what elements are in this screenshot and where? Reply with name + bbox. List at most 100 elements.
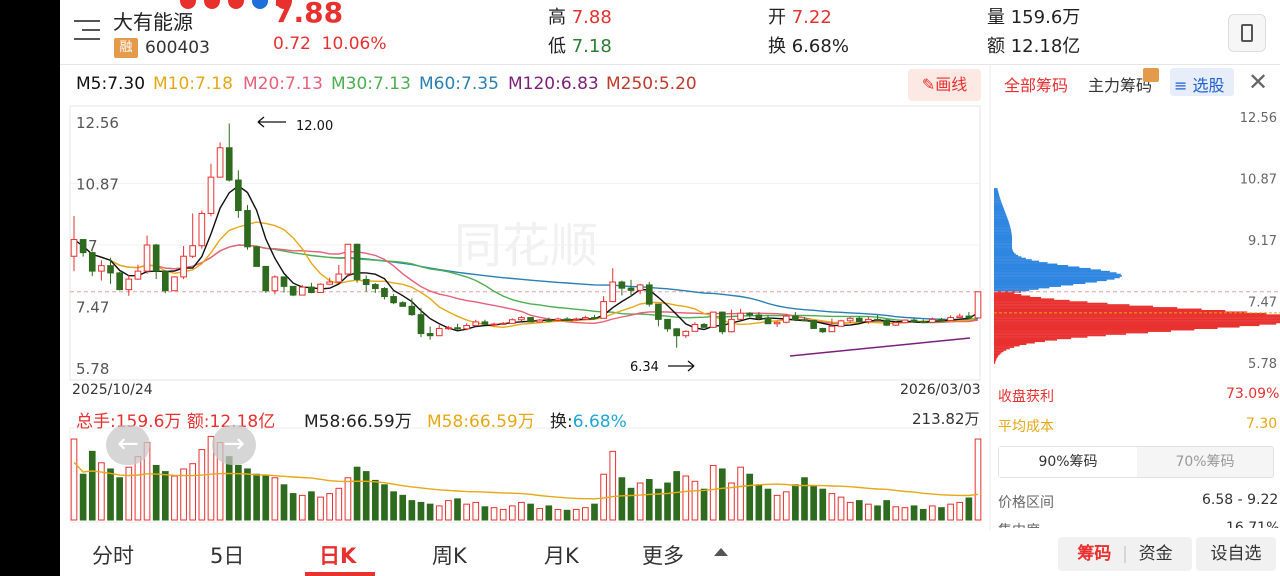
candle-body (746, 312, 754, 316)
chip-button[interactable]: 筹码 (1077, 544, 1112, 564)
chip-bar (994, 279, 1107, 282)
chip-bar (994, 276, 1120, 279)
chip-bar (994, 341, 1035, 344)
chip-bar (994, 305, 1153, 308)
chip-bar (994, 289, 1030, 292)
close-icon[interactable]: ✕ (1248, 68, 1269, 96)
chip-bar (994, 344, 1020, 347)
candle-body (837, 320, 845, 327)
active-tab-indicator (305, 572, 375, 576)
scroll-right-button[interactable]: → (212, 425, 256, 465)
volume-bar (463, 503, 470, 521)
y-tick-label: 5.78 (76, 360, 109, 378)
volume-bar (408, 500, 416, 521)
candle-body (152, 244, 160, 272)
volume-bar (372, 479, 379, 521)
chip-bar (994, 237, 1012, 240)
candle-body (161, 270, 169, 292)
candle-body (180, 255, 187, 278)
volume-bar (718, 468, 726, 521)
seg-90[interactable]: 90%筹码 (999, 447, 1137, 477)
tab-more[interactable]: 更多 (642, 544, 684, 568)
chip-bar (994, 188, 998, 190)
candle-body (974, 291, 982, 319)
chip-bar (994, 311, 1248, 314)
chip-fund-switch[interactable]: 筹码 | 资金 (1058, 537, 1192, 571)
candle-body (381, 288, 388, 298)
volume-bar (801, 477, 808, 521)
draw-line-button[interactable]: ✎画线 (908, 69, 981, 101)
range-label: 价格区间 (998, 495, 1054, 511)
candle-body (582, 317, 589, 320)
candle-body (280, 276, 288, 287)
chip-bar (994, 231, 1012, 234)
landscape-toggle-button[interactable] (1228, 14, 1266, 52)
ma5-line (73, 184, 979, 332)
seg-70[interactable]: 70%筹码 (1175, 454, 1235, 470)
vol-max-label: 213.82万 (912, 410, 980, 428)
candle-body (472, 321, 480, 327)
chip-percent-toggle[interactable]: 90%筹码 70%筹码 (998, 446, 1274, 478)
volume-bar (280, 484, 288, 521)
volume-bar (591, 503, 598, 521)
candle-body (554, 318, 562, 321)
candle-body (527, 317, 534, 323)
stock-name: 大有能源 (113, 10, 193, 34)
candle-body (846, 317, 854, 322)
volume-bar (974, 438, 982, 521)
scroll-left-button[interactable]: ← (106, 425, 150, 465)
volume-bar (782, 491, 790, 521)
candle-body (253, 246, 260, 267)
chip-bar (994, 299, 1070, 302)
back-button[interactable] (74, 18, 104, 44)
vol-turnover: 换:6.68% (550, 412, 627, 432)
candle-body (262, 265, 270, 292)
tab-all-chips[interactable]: 全部筹码 (1004, 76, 1069, 95)
candle-body (636, 284, 644, 291)
candle-body (782, 315, 790, 323)
candle-body (865, 318, 872, 323)
candle-body (171, 276, 178, 292)
tab-daily-k[interactable]: 日K (319, 544, 357, 568)
tab-weekly-k[interactable]: 周K (432, 544, 467, 568)
lock-badge-icon (1143, 68, 1159, 82)
candle-body (417, 314, 425, 335)
chip-bar (994, 285, 1062, 287)
chip-bar (994, 266, 1080, 269)
start-date: 2025/10/24 (72, 382, 153, 398)
volume-bar (180, 468, 187, 521)
volume-bar (709, 464, 717, 521)
candle-body (372, 284, 379, 290)
candle-body (810, 319, 817, 329)
chip-bar (994, 354, 999, 357)
tab-5day[interactable]: 5日 (210, 544, 245, 568)
candle-body (737, 312, 744, 320)
volume-bar (755, 484, 763, 521)
chip-bar (994, 265, 1069, 267)
chip-bar (994, 296, 1042, 299)
tab-main-chips[interactable]: 主力筹码 (1088, 76, 1153, 95)
volume-bar (116, 477, 123, 521)
caret-up-icon[interactable] (714, 548, 728, 556)
fund-button[interactable]: 资金 (1138, 544, 1173, 564)
add-watchlist-button[interactable]: 设自选 (1196, 537, 1276, 571)
chip-bar (994, 347, 1010, 350)
quote-volume: 量 159.6万 (987, 7, 1081, 28)
candle-body (892, 322, 900, 326)
candle-body (353, 243, 361, 280)
stock-picker-button[interactable]: ≡ 选股 (1170, 68, 1234, 96)
volume-bar (673, 471, 680, 521)
candle-body (545, 319, 553, 322)
tab-monthly-k[interactable]: 月K (544, 544, 579, 568)
chip-bar (994, 294, 1022, 296)
ma-legend-item: M20:7.13 (243, 74, 323, 94)
chip-bar (994, 230, 1012, 232)
conc-value: 16.71% (1226, 520, 1280, 528)
candle-body (645, 284, 653, 305)
tab-intraday[interactable]: 分时 (92, 544, 134, 568)
chip-bar (994, 350, 1004, 353)
arrow-left-icon (257, 116, 286, 128)
ma-legend-item: M250:5.20 (606, 74, 697, 94)
volume-bar (636, 482, 644, 521)
